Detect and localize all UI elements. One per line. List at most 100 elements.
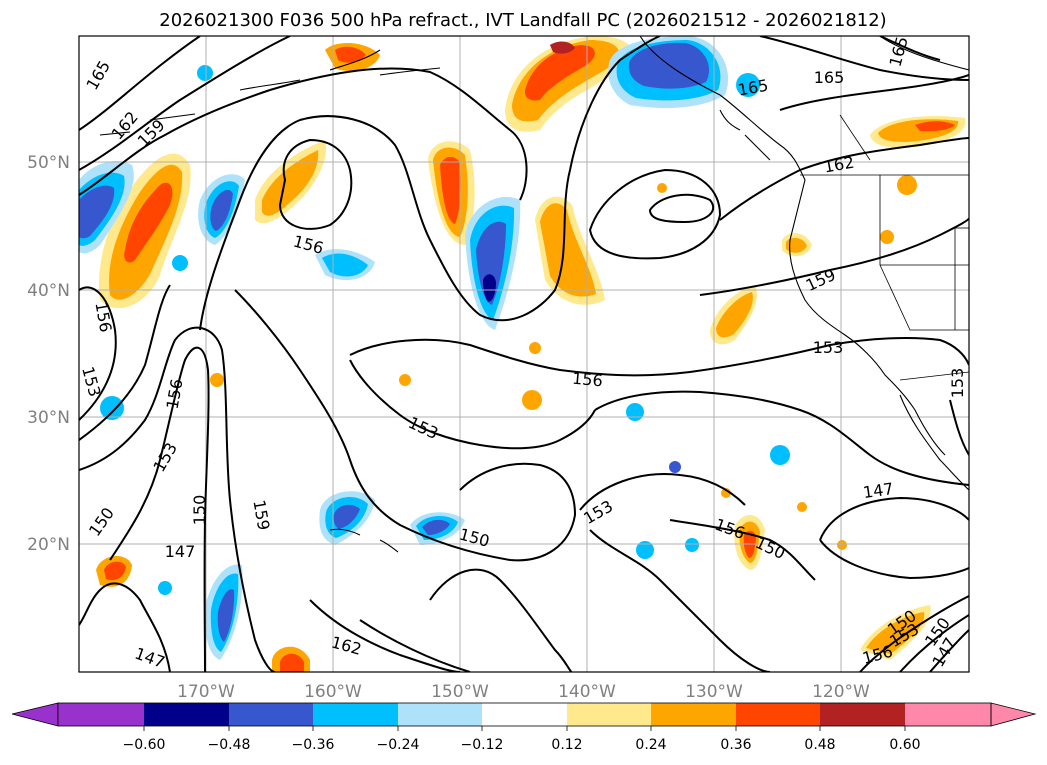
graticule <box>79 36 969 672</box>
shade-positive-blob <box>512 40 620 122</box>
lon-label: 160°W <box>304 682 362 702</box>
contour-line <box>278 138 353 230</box>
political-borders <box>800 114 969 381</box>
contour-line <box>79 582 171 672</box>
shade-positive-blob <box>837 540 847 550</box>
longitude-labels: 170°W 160°W 150°W 140°W 130°W 120°W <box>177 682 870 702</box>
lon-label: 120°W <box>812 682 870 702</box>
contour-line <box>929 629 969 672</box>
latitude-labels: 50°N 40°N 30°N 20°N <box>27 153 70 555</box>
colorbar-segment <box>144 703 229 726</box>
colorbar-tick-label: −0.12 <box>461 737 504 753</box>
contour-line <box>309 599 461 672</box>
colorbar-segment <box>651 703 736 726</box>
shade-negative-blob <box>79 185 115 239</box>
colorbar-max-extend <box>990 702 1037 727</box>
colorbar-tick-label: 0.12 <box>551 737 582 753</box>
contour-line <box>669 519 816 581</box>
shade-negative-blob <box>636 541 654 559</box>
colorbar-tick-label: 0.36 <box>720 737 751 753</box>
shade-positive-blob <box>104 561 126 581</box>
contour-label: 165 <box>814 68 845 87</box>
shade-positive-blob <box>210 373 224 387</box>
contour-line <box>594 390 969 486</box>
shade-negative-blob <box>685 538 699 552</box>
refractivity-contours <box>79 36 969 672</box>
colorbar-tick-label: 0.48 <box>804 737 835 753</box>
colorbar-segment <box>58 703 144 726</box>
lon-label: 130°W <box>685 682 743 702</box>
shade-positive-blob <box>657 183 667 193</box>
shade-positive-blob <box>262 150 319 216</box>
colorbar-tick-label: −0.60 <box>123 737 166 753</box>
contour-line <box>429 568 573 672</box>
contour-line <box>589 529 771 672</box>
shade-negative-blob <box>422 519 450 535</box>
shade-positive-blob <box>716 292 753 338</box>
contour-line <box>349 336 969 377</box>
colorbar-outline <box>57 702 992 727</box>
colorbar-tick-label: 0.60 <box>889 737 920 753</box>
contour-line <box>949 399 969 456</box>
contour-line <box>779 74 969 111</box>
shade-negative-blob <box>333 504 360 529</box>
map-frame <box>78 35 970 673</box>
contour-line <box>79 286 117 421</box>
shade-positive-blob <box>866 612 925 654</box>
contour-line <box>79 284 171 441</box>
contour-line <box>699 217 969 296</box>
contour-line <box>648 193 715 224</box>
contour-line <box>359 619 471 672</box>
shade-negative-blob <box>669 461 681 473</box>
contour-line <box>719 137 969 221</box>
colorbar-tick-label: −0.48 <box>208 737 251 753</box>
colorbar: −0.60 −0.48 −0.36 −0.24 −0.12 0.12 0.24 … <box>11 702 1037 753</box>
colorbar-segment <box>313 703 398 726</box>
map-background <box>79 36 969 672</box>
lat-label: 50°N <box>27 153 70 173</box>
lat-label: 20°N <box>27 535 70 555</box>
contour-label: 147 <box>862 479 895 502</box>
lon-label: 170°W <box>177 682 235 702</box>
contour-label: 156 <box>571 369 603 391</box>
shade-positive-blob <box>880 230 894 244</box>
lat-label: 30°N <box>27 408 70 428</box>
contour-line <box>109 346 210 672</box>
shade-positive-blob <box>399 374 411 386</box>
shade-negative-blob <box>100 396 124 420</box>
colorbar-segment <box>905 703 991 726</box>
contour-label: 150 <box>190 495 209 526</box>
shade-positive-blob <box>335 46 366 63</box>
lon-label: 150°W <box>431 682 489 702</box>
contour-line <box>588 168 722 260</box>
shade-positive-blob <box>529 342 541 354</box>
shade-negative-blob <box>172 255 188 271</box>
shade-negative-blob <box>770 445 790 465</box>
shade-negative-blob <box>210 190 233 231</box>
shade-positive-blob <box>124 182 173 263</box>
lon-label: 140°W <box>558 682 616 702</box>
colorbar-tick-label: −0.36 <box>292 737 335 753</box>
contour-line <box>859 595 969 672</box>
colorbar-ticks <box>143 726 906 731</box>
contour-line <box>759 36 969 81</box>
contour-line <box>349 359 596 450</box>
shade-negative-blob <box>628 42 710 89</box>
figure-title: 2026021300 F036 500 hPa refract., IVT La… <box>159 10 886 31</box>
shade-positive-blob <box>524 45 595 101</box>
shade-positive-blob <box>797 502 807 512</box>
shade-negative-blob <box>197 65 213 81</box>
contour-line <box>579 473 746 511</box>
colorbar-segment <box>229 703 313 726</box>
coastlines <box>99 36 969 553</box>
colorbar-segment <box>567 703 651 726</box>
ivt-pc-shading <box>79 36 966 672</box>
contour-line <box>79 36 201 131</box>
shade-positive-blob <box>897 175 917 195</box>
colorbar-tick-label: −0.24 <box>377 737 420 753</box>
shade-positive-blob <box>280 653 304 672</box>
shade-negative-blob <box>483 274 496 302</box>
shade-negative-blob <box>626 403 644 421</box>
contour-line <box>819 539 969 580</box>
